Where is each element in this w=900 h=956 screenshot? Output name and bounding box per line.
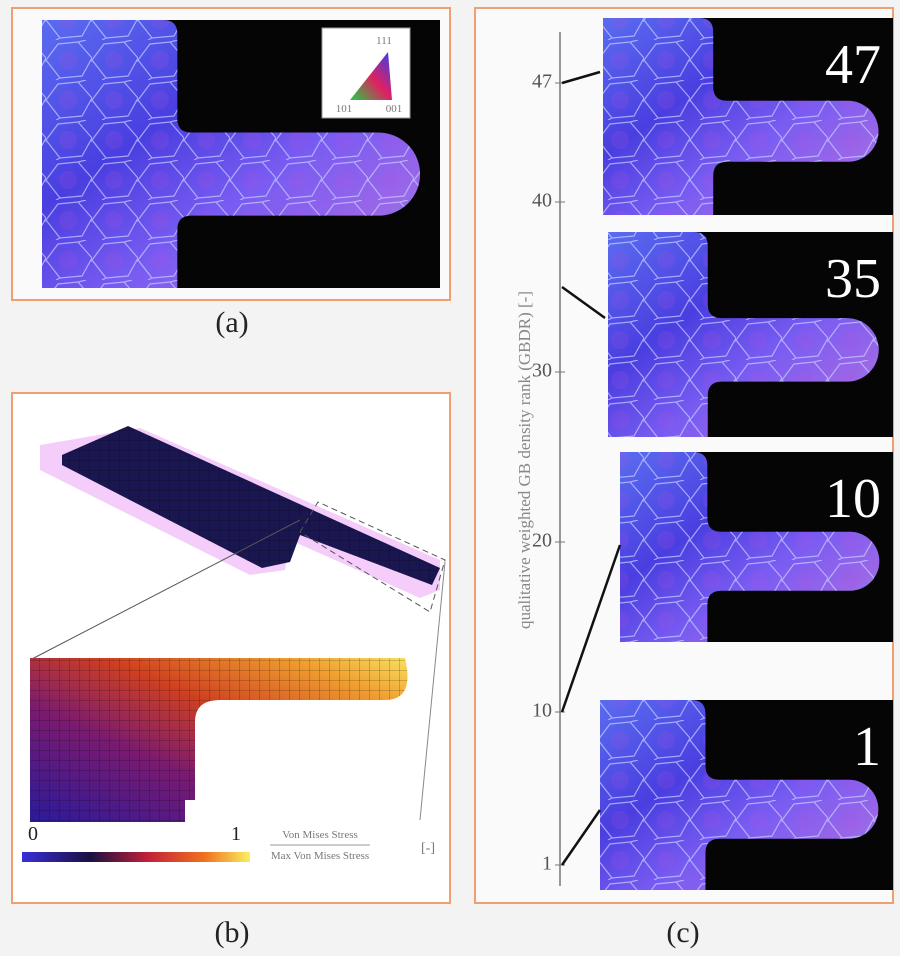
tick-label: 30 (532, 360, 552, 382)
legend-left: 101 (336, 103, 353, 115)
colorbar-denominator: Max Von Mises Stress (271, 850, 369, 862)
rank-label: 35 (825, 248, 881, 310)
tick-label: 10 (532, 700, 552, 722)
colorbar-max: 1 (231, 823, 241, 845)
panel-label: (a) (215, 306, 248, 339)
rank-label: 47 (825, 34, 881, 96)
colorbar-min: 0 (28, 823, 38, 845)
legend-top: 111 (376, 35, 392, 47)
colorbar-numerator: Von Mises Stress (282, 829, 358, 841)
colorbar-unit: [-] (421, 841, 435, 856)
rank-label: 10 (825, 468, 881, 530)
panel-label: (c) (666, 916, 699, 949)
rank-label: 1 (853, 716, 881, 778)
tick-label: 40 (532, 190, 552, 212)
figure: 111 101 001 (a) 0 1 Von Mises Stress Max… (0, 0, 900, 956)
panel-label: (b) (215, 916, 250, 949)
axis-label: qualitative weighted GB density rank (GB… (515, 291, 534, 629)
ipf-legend: 111 101 001 (322, 28, 410, 118)
legend-right: 001 (386, 103, 403, 115)
tick-label: 20 (532, 530, 552, 552)
tick-label: 1 (542, 853, 552, 875)
tick-label: 47 (532, 71, 552, 93)
colorbar (22, 852, 250, 862)
